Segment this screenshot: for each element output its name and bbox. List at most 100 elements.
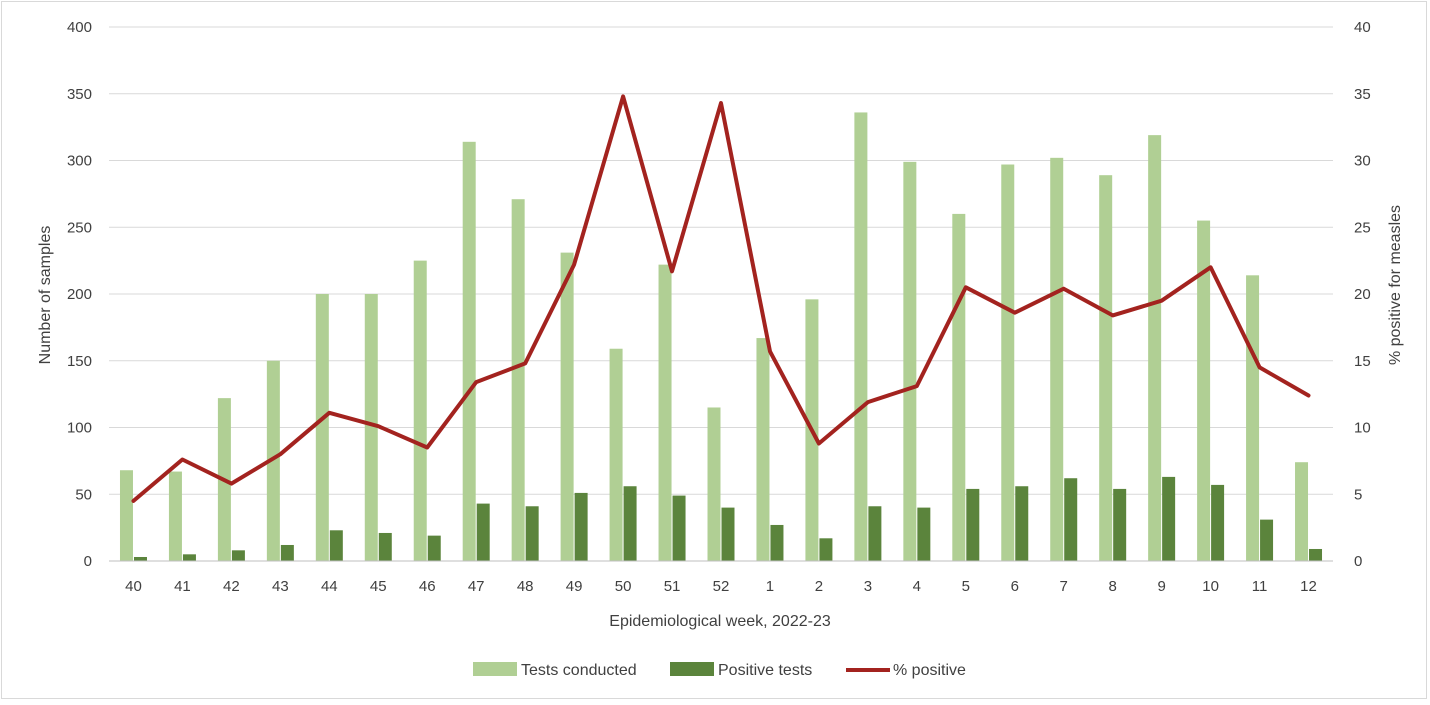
x-tick-label: 11	[1252, 578, 1268, 595]
y-tick-label: 400	[67, 19, 92, 36]
y2-tick-label: 10	[1354, 420, 1371, 437]
legend-swatch-tests-conducted	[473, 662, 517, 676]
bar-tests-conducted	[1050, 157, 1064, 561]
y-tick-label: 50	[75, 486, 92, 503]
bar-positive-tests	[623, 486, 637, 561]
bar-positive-tests	[1113, 488, 1127, 561]
bar-positive-tests	[721, 507, 735, 561]
y-tick-label: 100	[67, 420, 92, 437]
bar-positive-tests	[1064, 478, 1078, 561]
bar-tests-conducted	[168, 471, 182, 561]
bar-tests-conducted	[315, 294, 329, 561]
legend-label-percent-positive: % positive	[893, 662, 966, 679]
x-tick-label: 3	[864, 578, 872, 595]
bar-tests-conducted	[560, 252, 574, 562]
bar-positive-tests	[1211, 484, 1225, 561]
bar-tests-conducted	[952, 213, 966, 561]
bar-positive-tests	[329, 530, 343, 561]
bar-tests-conducted	[658, 264, 672, 561]
y2-tick-label: 15	[1354, 353, 1371, 370]
x-tick-label: 7	[1060, 578, 1068, 595]
x-tick-label: 40	[125, 578, 142, 595]
bar-positive-tests	[476, 503, 490, 561]
bar-tests-conducted	[1295, 462, 1309, 561]
y-tick-label: 150	[67, 353, 92, 370]
bar-tests-conducted	[707, 407, 721, 561]
bar-positive-tests	[427, 535, 441, 561]
bar-positive-tests	[868, 506, 882, 561]
bar-positive-tests	[672, 495, 686, 561]
bar-tests-conducted	[609, 348, 623, 561]
legend-label-tests-conducted: Tests conducted	[521, 662, 637, 679]
y-tick-label: 300	[67, 153, 92, 170]
bars	[119, 112, 1323, 562]
y2-axis-title: % positive for measles	[1387, 205, 1404, 365]
x-tick-label: 50	[615, 578, 632, 595]
x-tick-label: 8	[1109, 578, 1117, 595]
x-tick-label: 6	[1011, 578, 1019, 595]
x-axis-title: Epidemiological week, 2022-23	[609, 613, 831, 630]
x-tick-label: 49	[566, 578, 583, 595]
x-tick-label: 41	[174, 578, 191, 595]
bar-tests-conducted	[413, 260, 427, 561]
y-tick-label: 200	[67, 286, 92, 303]
y2-tick-label: 40	[1354, 19, 1371, 36]
legend: Tests conducted Positive tests % positiv…	[473, 662, 966, 679]
bar-positive-tests	[917, 507, 931, 561]
bar-positive-tests	[280, 544, 294, 561]
y-tick-label: 0	[84, 553, 92, 570]
line-percent-positive	[131, 94, 1311, 503]
x-tick-label: 43	[272, 578, 289, 595]
x-tick-label: 12	[1300, 578, 1317, 595]
bar-positive-tests	[525, 506, 539, 561]
legend-label-positive-tests: Positive tests	[718, 662, 812, 679]
axes: 0501001502002503003504000510152025303540…	[67, 19, 1371, 595]
bar-tests-conducted	[1246, 275, 1260, 561]
bar-tests-conducted	[1197, 220, 1211, 561]
bar-positive-tests	[770, 524, 784, 561]
bar-positive-tests	[231, 550, 245, 561]
y2-tick-label: 25	[1354, 219, 1371, 236]
bar-tests-conducted	[119, 470, 133, 561]
x-tick-label: 4	[913, 578, 921, 595]
bar-positive-tests	[1309, 548, 1323, 561]
bar-tests-conducted	[1148, 135, 1162, 561]
y2-tick-label: 5	[1354, 486, 1362, 503]
bar-positive-tests	[182, 554, 196, 561]
x-tick-label: 10	[1202, 578, 1219, 595]
bar-positive-tests	[1162, 476, 1176, 561]
x-tick-label: 51	[664, 578, 681, 595]
bar-tests-conducted	[1099, 175, 1113, 561]
y2-tick-label: 30	[1354, 153, 1371, 170]
y2-tick-label: 0	[1354, 553, 1362, 570]
x-tick-label: 47	[468, 578, 485, 595]
bar-positive-tests	[574, 492, 588, 561]
bar-positive-tests	[819, 538, 833, 561]
x-tick-label: 48	[517, 578, 534, 595]
y-axis-title: Number of samples	[37, 226, 54, 365]
bar-tests-conducted	[756, 338, 770, 561]
y-tick-label: 350	[67, 86, 92, 103]
bar-tests-conducted	[266, 360, 280, 561]
y2-tick-label: 20	[1354, 286, 1371, 303]
y2-tick-label: 35	[1354, 86, 1371, 103]
line-series	[131, 94, 1311, 503]
bar-tests-conducted	[511, 199, 525, 561]
x-tick-label: 2	[815, 578, 823, 595]
bar-tests-conducted	[364, 294, 378, 561]
bar-tests-conducted	[854, 112, 868, 561]
x-tick-label: 46	[419, 578, 436, 595]
x-tick-label: 5	[962, 578, 970, 595]
bar-positive-tests	[1260, 519, 1274, 561]
y-tick-label: 250	[67, 219, 92, 236]
x-tick-label: 52	[713, 578, 730, 595]
bar-tests-conducted	[903, 161, 917, 561]
bar-positive-tests	[966, 488, 980, 561]
x-tick-label: 45	[370, 578, 387, 595]
x-tick-label: 1	[766, 578, 774, 595]
bar-positive-tests	[133, 556, 147, 561]
legend-swatch-positive-tests	[670, 662, 714, 676]
x-tick-label: 44	[321, 578, 338, 595]
